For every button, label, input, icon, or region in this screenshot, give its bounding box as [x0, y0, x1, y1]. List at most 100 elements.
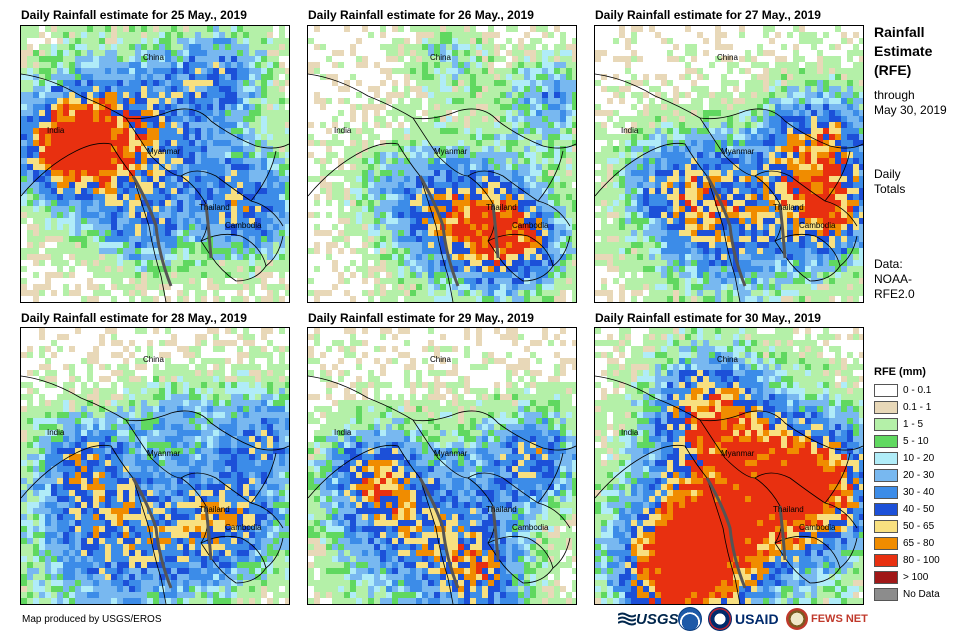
country-label-cambodia: Cambodia — [512, 221, 549, 230]
sidebar-data-source: Data: NOAA- RFE2.0 — [874, 257, 915, 302]
noaa-emblem-icon — [678, 607, 702, 631]
country-label-india: India — [334, 126, 352, 135]
country-label-thailand: Thailand — [199, 203, 230, 212]
country-label-cambodia: Cambodia — [799, 523, 836, 532]
data-label: Data: — [874, 257, 903, 271]
legend-item: 20 - 30 — [874, 467, 934, 483]
legend-item: 50 - 65 — [874, 518, 934, 534]
legend-item: > 100 — [874, 569, 928, 585]
legend-item: 40 - 50 — [874, 501, 934, 517]
country-label-china: China — [717, 355, 738, 364]
legend-item: 80 - 100 — [874, 552, 940, 568]
fews-net-logo: FEWS NET — [786, 606, 868, 632]
country-label-thailand: Thailand — [773, 505, 804, 514]
country-label-china: China — [717, 53, 738, 62]
legend-swatch — [874, 451, 898, 465]
noaa-logo — [678, 606, 702, 632]
legend-label: No Data — [903, 588, 940, 600]
rainfall-map-30-may: China India Myanmar Thailand Cambodia — [594, 327, 864, 605]
legend-item: 5 - 10 — [874, 433, 929, 449]
totals-label: Totals — [874, 182, 906, 196]
panel-title-6: Daily Rainfall estimate for 30 May., 201… — [595, 311, 821, 325]
legend-item: 30 - 40 — [874, 484, 934, 500]
legend-swatch — [874, 502, 898, 516]
legend-item: 10 - 20 — [874, 450, 934, 466]
rainfall-map-27-may: China India Myanmar Thailand Cambodia — [594, 25, 864, 303]
country-label-myanmar: Myanmar — [147, 147, 181, 156]
country-label-china: China — [430, 53, 451, 62]
sidebar-daily-totals: Daily Totals — [874, 167, 905, 197]
data-org: NOAA- — [874, 272, 913, 286]
usgs-logo: USGS — [618, 606, 679, 632]
legend-item: No Data — [874, 586, 940, 602]
rainfall-field — [21, 26, 289, 302]
country-label-thailand: Thailand — [199, 505, 230, 514]
coastline — [418, 477, 500, 589]
data-product: RFE2.0 — [874, 287, 915, 301]
rainfall-field — [595, 26, 863, 302]
legend-label: 0.1 - 1 — [903, 401, 932, 413]
daily-label: Daily — [874, 167, 901, 181]
legend-swatch — [874, 570, 898, 584]
coastline — [131, 477, 213, 589]
country-label-cambodia: Cambodia — [512, 523, 549, 532]
map-canvas: China India Myanmar Thailand Cambodia — [21, 26, 289, 302]
country-label-thailand: Thailand — [486, 203, 517, 212]
country-label-china: China — [143, 355, 164, 364]
usgs-wave-icon — [618, 612, 636, 626]
coastline — [705, 477, 787, 589]
panel-title-2: Daily Rainfall estimate for 26 May., 201… — [308, 8, 534, 22]
heading-line-2: Estimate — [874, 43, 933, 59]
map-credit: Map produced by USGS/EROS — [22, 614, 162, 625]
rainfall-field — [21, 328, 289, 604]
panel-title-1: Daily Rainfall estimate for 25 May., 201… — [21, 8, 247, 22]
country-label-thailand: Thailand — [486, 505, 517, 514]
map-canvas: China India Myanmar Thailand Cambodia — [595, 328, 863, 604]
coastline — [131, 175, 213, 287]
legend-swatch — [874, 519, 898, 533]
country-label-myanmar: Myanmar — [721, 147, 755, 156]
usaid-seal-icon — [708, 607, 732, 631]
usaid-wordmark: USAID — [735, 611, 779, 627]
through-date: May 30, 2019 — [874, 103, 947, 117]
rainfall-field — [595, 328, 863, 604]
map-canvas: China India Myanmar Thailand Cambodia — [308, 26, 576, 302]
heading-line-3: (RFE) — [874, 62, 912, 78]
country-label-myanmar: Myanmar — [721, 449, 755, 458]
legend-swatch — [874, 417, 898, 431]
usgs-wordmark: USGS — [636, 610, 679, 628]
legend-swatch — [874, 383, 898, 397]
legend-item: 0 - 0.1 — [874, 382, 931, 398]
sidebar-through: through May 30, 2019 — [874, 88, 947, 118]
rainfall-map-28-may: China India Myanmar Thailand Cambodia — [20, 327, 290, 605]
country-label-india: India — [47, 428, 65, 437]
country-label-myanmar: Myanmar — [434, 449, 468, 458]
legend-swatch — [874, 553, 898, 567]
rainfall-map-29-may: China India Myanmar Thailand Cambodia — [307, 327, 577, 605]
legend-label: 20 - 30 — [903, 469, 935, 481]
rainfall-field — [308, 26, 576, 302]
legend-label: 30 - 40 — [903, 486, 935, 498]
legend-swatch — [874, 485, 898, 499]
fews-wordmark: FEWS NET — [811, 613, 868, 625]
usaid-logo: USAID — [708, 606, 779, 632]
rainfall-map-25-may: China India Myanmar Thailand Cambodia — [20, 25, 290, 303]
legend-swatch — [874, 536, 898, 550]
country-label-india: India — [621, 126, 639, 135]
panel-title-3: Daily Rainfall estimate for 27 May., 201… — [595, 8, 821, 22]
legend-item: 1 - 5 — [874, 416, 923, 432]
country-label-cambodia: Cambodia — [799, 221, 836, 230]
coastline — [705, 175, 787, 287]
country-borders — [21, 73, 289, 302]
panel-title-4: Daily Rainfall estimate for 28 May., 201… — [21, 311, 247, 325]
sidebar-heading: Rainfall Estimate (RFE) — [874, 23, 932, 80]
through-label: through — [874, 88, 915, 102]
rainfall-map-26-may: China India Myanmar Thailand Cambodia — [307, 25, 577, 303]
country-label-myanmar: Myanmar — [147, 449, 181, 458]
heading-line-1: Rainfall — [874, 24, 925, 40]
legend-label: 65 - 80 — [903, 537, 935, 549]
rainfall-field — [308, 328, 576, 604]
legend-swatch — [874, 400, 898, 414]
country-borders — [21, 375, 289, 604]
country-label-china: China — [430, 355, 451, 364]
